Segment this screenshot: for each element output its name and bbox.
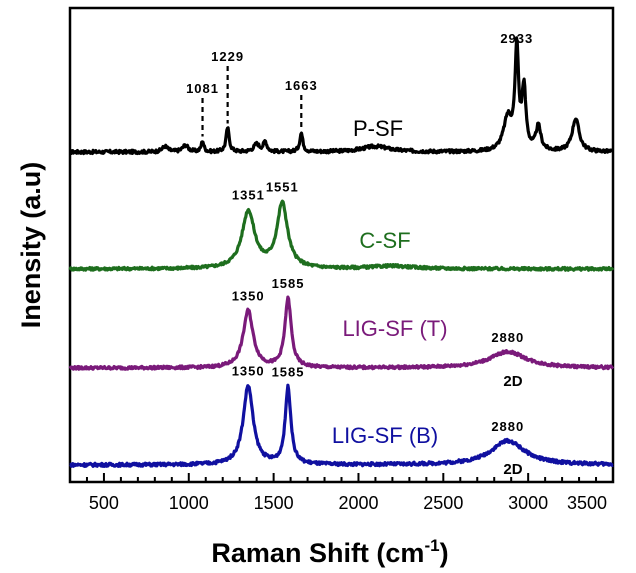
series-line-3 <box>69 383 614 468</box>
x-tick-label-3500: 3500 <box>567 493 607 513</box>
band-label-2d-0: 2D <box>503 373 522 390</box>
label-layer: P-SF C-SF LIG-SF (T) LIG-SF (B) 1081 1229 1663… <box>186 31 533 478</box>
x-tick-layer: 500 1000 1500 2000 2500 3000 3500 <box>69 473 614 513</box>
series-line-1 <box>68 199 615 272</box>
series-label-3: LIG-SF (B) <box>332 423 438 448</box>
series-label-0: P-SF <box>353 116 403 141</box>
x-tick-label-500: 500 <box>89 493 119 513</box>
series-label-2: LIG-SF (T) <box>342 316 447 341</box>
peak-label-7: 1585 <box>272 276 305 291</box>
band-label-2d-1: 2D <box>503 461 522 478</box>
peak-label-9: 1350 <box>232 364 265 379</box>
x-tick-label-2000: 2000 <box>338 493 378 513</box>
series-label-1: C-SF <box>359 228 410 253</box>
peak-label-4: 1351 <box>232 188 265 203</box>
peak-label-8: 2880 <box>491 330 524 345</box>
peak-label-0: 1081 <box>186 81 219 96</box>
peak-marker-layer <box>201 66 303 137</box>
peak-label-3: 2933 <box>500 31 533 46</box>
x-tick-label-1500: 1500 <box>254 493 294 513</box>
y-axis-title: Inensity (a.u) <box>16 162 46 329</box>
series-line-0 <box>69 36 614 156</box>
x-axis-title-superscript: -1 <box>424 536 439 555</box>
x-axis-title: Raman Shift (cm-1) <box>211 536 448 568</box>
peak-label-1: 1229 <box>211 49 244 64</box>
peak-label-10: 1585 <box>272 364 305 379</box>
peak-label-6: 1350 <box>232 288 265 303</box>
peak-label-11: 2880 <box>491 419 524 434</box>
x-tick-label-3000: 3000 <box>508 493 548 513</box>
peak-label-5: 1551 <box>266 180 299 195</box>
series-line-2 <box>68 295 615 371</box>
x-axis-title-close: ) <box>440 538 449 568</box>
peak-label-2: 1663 <box>285 78 318 93</box>
series-layer <box>68 36 615 468</box>
plot-frame <box>68 6 615 484</box>
x-axis-title-main: Raman Shift (cm <box>211 538 424 568</box>
x-tick-label-1000: 1000 <box>169 493 209 513</box>
x-tick-label-2500: 2500 <box>423 493 463 513</box>
